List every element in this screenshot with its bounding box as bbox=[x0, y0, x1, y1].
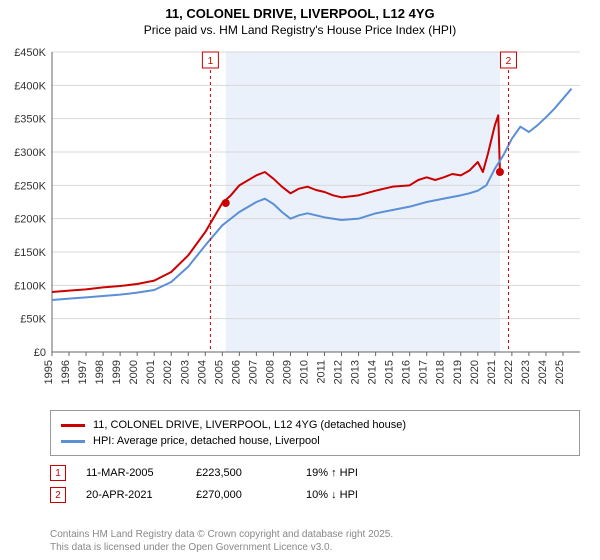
svg-text:2006: 2006 bbox=[230, 360, 242, 384]
svg-text:2018: 2018 bbox=[435, 360, 447, 384]
svg-text:£200K: £200K bbox=[14, 214, 46, 226]
svg-text:2008: 2008 bbox=[264, 360, 276, 384]
svg-text:2001: 2001 bbox=[145, 360, 157, 384]
marker-row: 2 20-APR-2021 £270,000 10% ↓ HPI bbox=[50, 484, 580, 506]
svg-text:£100K: £100K bbox=[14, 280, 46, 292]
svg-text:£350K: £350K bbox=[14, 114, 46, 126]
svg-text:2020: 2020 bbox=[469, 360, 481, 384]
svg-text:2013: 2013 bbox=[350, 360, 362, 384]
svg-text:2003: 2003 bbox=[179, 360, 191, 384]
legend-swatch bbox=[61, 424, 85, 427]
marker-diff: 19% ↑ HPI bbox=[306, 467, 396, 479]
legend-row: 11, COLONEL DRIVE, LIVERPOOL, L12 4YG (d… bbox=[61, 417, 569, 433]
svg-text:2023: 2023 bbox=[520, 360, 532, 384]
svg-text:2016: 2016 bbox=[401, 360, 413, 384]
svg-text:£400K: £400K bbox=[14, 80, 46, 92]
footer-line-2: This data is licensed under the Open Gov… bbox=[50, 541, 393, 554]
legend-row: HPI: Average price, detached house, Live… bbox=[61, 433, 569, 449]
svg-text:2000: 2000 bbox=[128, 360, 140, 384]
svg-text:2014: 2014 bbox=[367, 360, 379, 384]
marker-price: £270,000 bbox=[196, 489, 286, 501]
chart-subtitle: Price paid vs. HM Land Registry's House … bbox=[0, 21, 600, 37]
svg-text:£150K: £150K bbox=[14, 247, 46, 259]
footer-line-1: Contains HM Land Registry data © Crown c… bbox=[50, 528, 393, 541]
svg-text:2012: 2012 bbox=[333, 360, 345, 384]
svg-text:2011: 2011 bbox=[316, 360, 328, 384]
svg-text:1998: 1998 bbox=[94, 360, 106, 384]
marker-badge: 1 bbox=[50, 465, 66, 481]
svg-text:2017: 2017 bbox=[418, 360, 430, 384]
chart-title: 11, COLONEL DRIVE, LIVERPOOL, L12 4YG bbox=[0, 0, 600, 21]
svg-text:2021: 2021 bbox=[486, 360, 498, 384]
svg-text:1996: 1996 bbox=[60, 360, 72, 384]
legend-swatch bbox=[61, 440, 85, 443]
svg-text:2010: 2010 bbox=[298, 360, 310, 384]
svg-text:2005: 2005 bbox=[213, 360, 225, 384]
marker-date: 20-APR-2021 bbox=[86, 489, 176, 501]
line-chart-svg: £0 £50K £100K £150K £200K £250K £300K £350K £400… bbox=[0, 42, 600, 402]
marker-table: 1 11-MAR-2005 £223,500 19% ↑ HPI 2 20-APR-202… bbox=[50, 462, 580, 506]
svg-text:2002: 2002 bbox=[162, 360, 174, 384]
svg-text:£450K: £450K bbox=[14, 47, 46, 59]
svg-text:1: 1 bbox=[208, 56, 214, 67]
svg-text:2004: 2004 bbox=[196, 360, 208, 384]
svg-text:£300K: £300K bbox=[14, 147, 46, 159]
legend-label: 11, COLONEL DRIVE, LIVERPOOL, L12 4YG (d… bbox=[93, 419, 406, 431]
svg-text:£50K: £50K bbox=[20, 314, 46, 326]
svg-text:2022: 2022 bbox=[503, 360, 515, 384]
legend: 11, COLONEL DRIVE, LIVERPOOL, L12 4YG (d… bbox=[50, 410, 580, 456]
svg-text:2: 2 bbox=[506, 56, 512, 67]
svg-text:2025: 2025 bbox=[554, 360, 566, 384]
marker-badge: 2 bbox=[50, 487, 66, 503]
svg-text:1999: 1999 bbox=[111, 360, 123, 384]
svg-text:£0: £0 bbox=[34, 347, 46, 359]
svg-text:2024: 2024 bbox=[537, 360, 549, 384]
svg-text:1995: 1995 bbox=[43, 360, 55, 384]
chart-area: £0 £50K £100K £150K £200K £250K £300K £350K £400… bbox=[0, 42, 600, 402]
marker-diff: 10% ↓ HPI bbox=[306, 489, 396, 501]
marker-date: 11-MAR-2005 bbox=[86, 467, 176, 479]
marker-row: 1 11-MAR-2005 £223,500 19% ↑ HPI bbox=[50, 462, 580, 484]
svg-text:2009: 2009 bbox=[281, 360, 293, 384]
footer-attribution: Contains HM Land Registry data © Crown c… bbox=[50, 528, 393, 554]
svg-text:2007: 2007 bbox=[247, 360, 259, 384]
svg-text:2019: 2019 bbox=[452, 360, 464, 384]
legend-label: HPI: Average price, detached house, Live… bbox=[93, 435, 320, 447]
svg-text:2015: 2015 bbox=[384, 360, 396, 384]
svg-text:1997: 1997 bbox=[77, 360, 89, 384]
svg-text:£250K: £250K bbox=[14, 180, 46, 192]
marker-price: £223,500 bbox=[196, 467, 286, 479]
